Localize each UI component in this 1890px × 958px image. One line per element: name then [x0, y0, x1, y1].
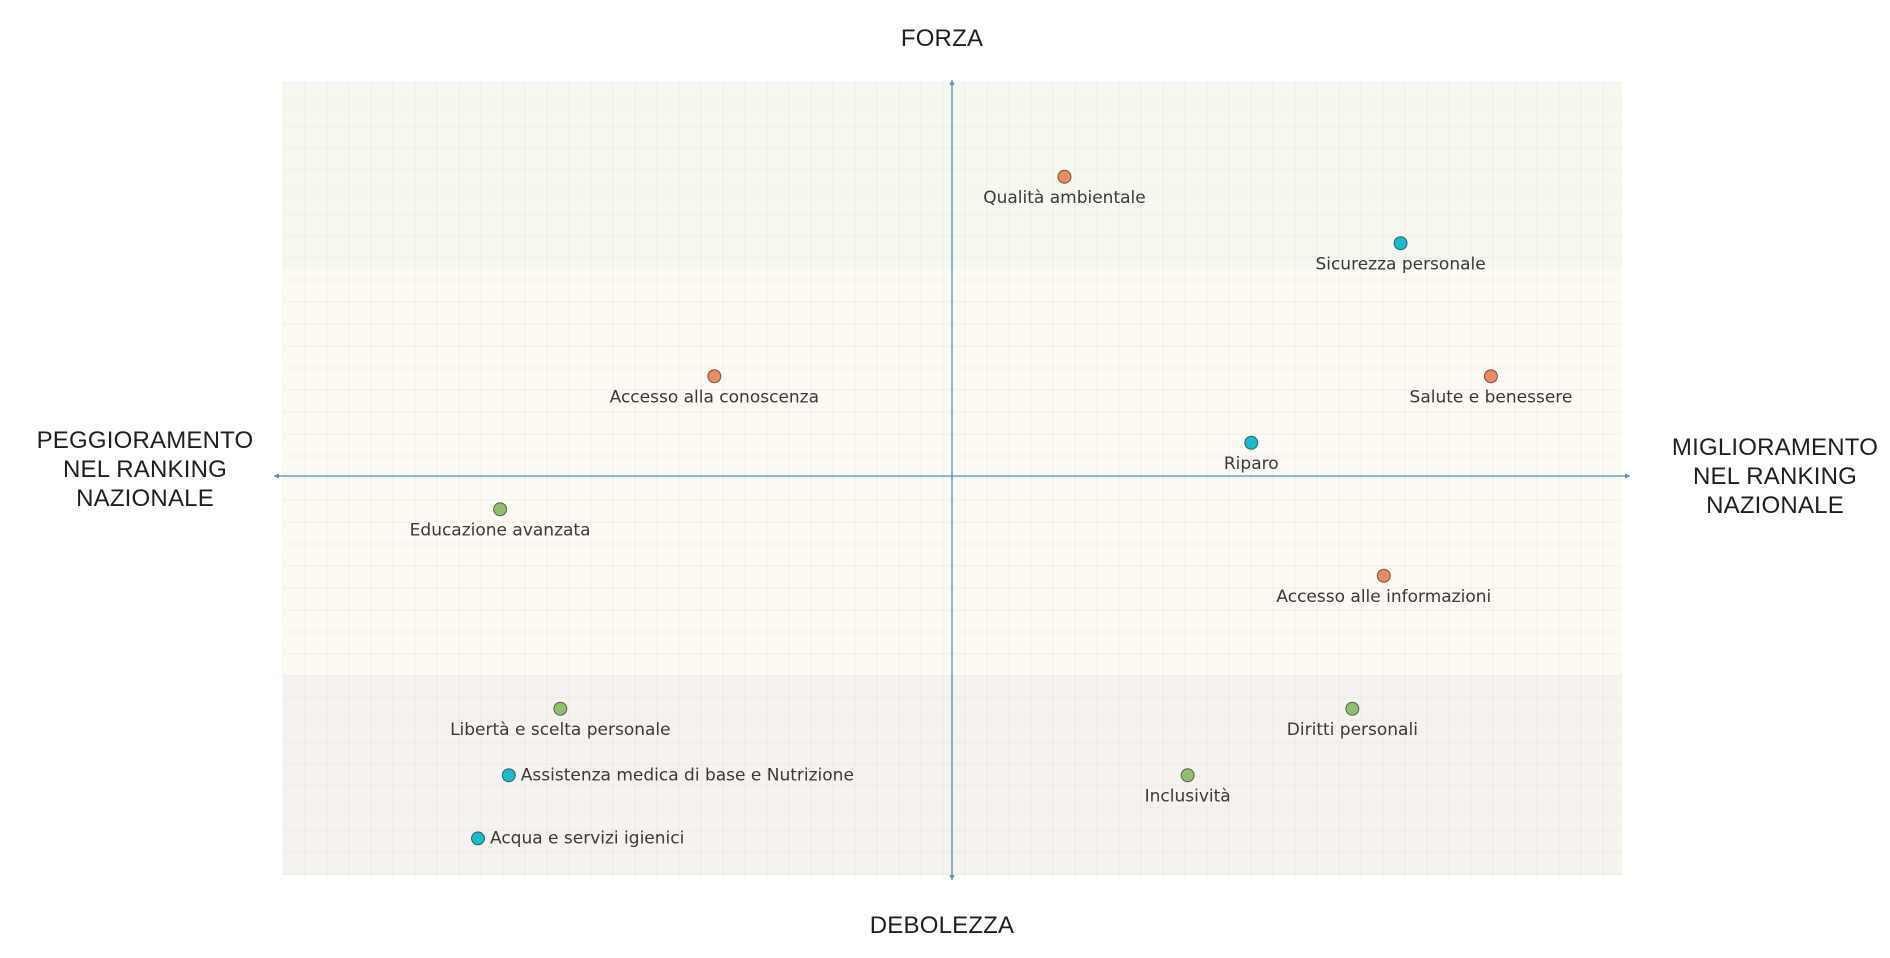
point-label: Acqua e servizi igienici — [490, 828, 684, 848]
data-point: Accesso alla conoscenza — [610, 369, 819, 407]
point-marker — [470, 831, 485, 846]
data-point: Inclusività — [1145, 768, 1231, 806]
data-points: Qualità ambientale Sicurezza personale Acc… — [410, 169, 1573, 848]
point-marker — [553, 701, 568, 716]
point-marker — [1483, 369, 1498, 384]
point-marker — [1244, 435, 1259, 450]
axis-title-left: PEGGIORAMENTO NEL RANKING NAZIONALE — [36, 427, 254, 512]
point-label: Qualità ambientale — [983, 188, 1146, 208]
axis-title-top: FORZA — [900, 25, 984, 52]
point-label: Assistenza medica di base e Nutrizione — [521, 765, 854, 785]
data-point: Riparo — [1224, 435, 1279, 474]
point-marker — [1180, 768, 1195, 783]
data-point: Accesso alle informazioni — [1276, 568, 1491, 607]
point-label: Educazione avanzata — [410, 520, 591, 540]
data-point: Salute e benessere — [1410, 369, 1573, 407]
point-marker — [707, 369, 722, 384]
data-point: Acqua e servizi igienici — [470, 828, 684, 848]
point-marker — [1345, 701, 1360, 716]
y-axis-arrow-top — [949, 80, 955, 85]
point-marker — [493, 502, 508, 517]
point-marker — [501, 768, 516, 783]
axes — [274, 80, 1630, 880]
data-point: Educazione avanzata — [410, 502, 591, 540]
point-label: Salute e benessere — [1410, 387, 1573, 407]
point-label: Accesso alle informazioni — [1276, 587, 1491, 607]
data-point: Diritti personali — [1287, 701, 1418, 740]
point-label: Sicurezza personale — [1315, 254, 1485, 274]
axis-title-right: MIGLIORAMENTO NEL RANKING NAZIONALE — [1671, 434, 1879, 519]
point-label: Inclusività — [1145, 786, 1231, 806]
point-marker — [1376, 568, 1391, 583]
point-label: Accesso alla conoscenza — [610, 387, 819, 407]
axis-title-bottom: DEBOLEZZA — [869, 912, 1015, 939]
point-label: Diritti personali — [1287, 720, 1418, 740]
x-axis-arrow-right — [1625, 473, 1630, 479]
data-point: Libertà e scelta personale — [450, 701, 671, 740]
data-point: Qualità ambientale — [983, 169, 1146, 208]
data-point: Sicurezza personale — [1315, 236, 1486, 274]
data-point: Assistenza medica di base e Nutrizione — [501, 765, 854, 785]
point-marker — [1393, 236, 1408, 251]
point-label: Libertà e scelta personale — [450, 720, 671, 740]
x-axis-arrow-left — [274, 473, 279, 479]
y-axis-arrow-bottom — [949, 875, 955, 880]
point-marker — [1057, 169, 1072, 184]
point-label: Riparo — [1224, 454, 1279, 474]
